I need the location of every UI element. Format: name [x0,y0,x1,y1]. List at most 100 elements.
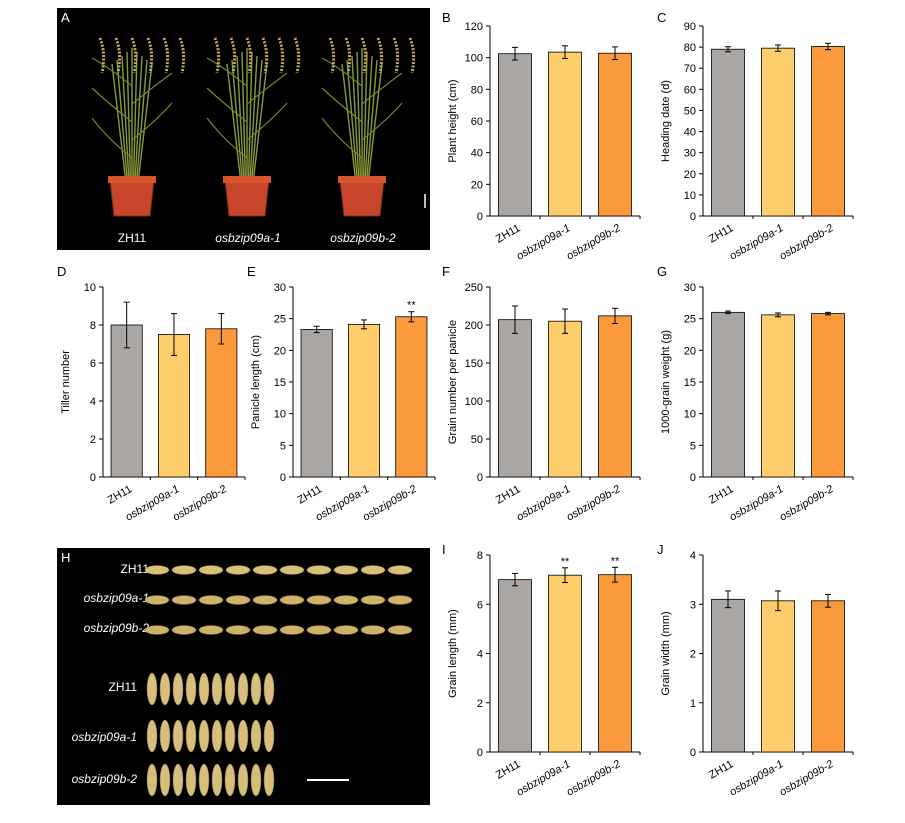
plant-stem [341,63,357,184]
panel-letter: B [442,10,451,25]
bar-osbzip09a-1 [761,47,795,217]
plant-leaf [206,57,248,87]
panel-letter: D [57,264,66,279]
plant-stem [249,55,258,184]
panel-letter: J [657,542,664,557]
grain-lengthwise [144,595,170,605]
y-tick-label: 0 [280,472,286,484]
plant-pot-rim [338,176,386,183]
plant-panicle [328,37,336,74]
y-tick-label: 30 [274,282,286,294]
plant-stem [132,51,138,184]
grain-lengthwise [225,625,251,635]
grain-widthwise [263,672,275,706]
plant-stem [364,55,373,184]
y-axis-label: Tiller number [60,350,72,414]
grain-widthwise [224,672,236,706]
y-tick-label: 0 [90,472,96,484]
grain-lengthwise [198,565,224,575]
category-label: osbzip09b-2 [361,483,419,523]
category-label: osbzip09b-2 [778,758,836,798]
grain-widthwise [237,763,249,797]
y-tick-label: 1 [690,698,696,710]
plant-panicle [277,37,285,74]
significance-marker: ** [561,556,570,568]
grain-lengthwise [333,595,359,605]
pot-label-a1: osbzip09a-1 [215,231,281,245]
grain-lengthwise [225,595,251,605]
plant-panicle [213,37,221,74]
grain-lengthwise [387,565,413,575]
y-tick-label: 0 [477,747,483,759]
plant-panicle [98,37,106,74]
category-label: osbzip09a-1 [515,222,573,262]
y-tick-label: 60 [471,116,483,128]
category-label: osbzip09a-1 [728,222,786,262]
panel-letter: C [657,10,666,25]
plant-stem [126,51,132,184]
bar-zh11 [711,311,745,478]
plant-pot [224,179,270,217]
significance-marker: ** [407,300,416,312]
y-tick-label: 20 [684,169,696,181]
pot-label-b2: osbzip09b-2 [330,231,396,245]
y-axis-label: Plant height (cm) [447,79,459,162]
grain-widthwise [159,672,171,706]
category-label: ZH11 [494,222,523,245]
y-tick-label: 50 [471,434,483,446]
grain-row-label-a1: osbzip09a-1 [83,591,149,605]
y-tick-label: 2 [690,649,696,661]
grain-lengthwise [225,565,251,575]
grain-lengthwise [333,565,359,575]
bar-osbzip09a-1 [157,334,191,478]
category-label: osbzip09a-1 [728,758,786,798]
plant-stem [226,63,242,184]
grain-lengthwise [171,565,197,575]
grain-widthwise [185,719,197,753]
grain-lengthwise [144,625,170,635]
bar-osbzip09b-2 [811,46,845,217]
bar-osbzip09b-2 [811,313,845,478]
plant-stem [356,51,362,184]
bar-zh11 [711,598,745,753]
category-label: osbzip09b-2 [171,483,229,523]
plant-stem [367,63,383,184]
y-tick-label: 6 [477,599,483,611]
grain-width-label-zh11: ZH11 [108,680,137,694]
grain-width-label-b2: osbzip09b-2 [71,772,137,786]
plant-leaf [131,102,173,141]
plant-leaf [321,57,363,87]
y-axis-label: Grain number per panicle [447,320,459,444]
category-label: osbzip09b-2 [778,222,836,262]
y-tick-label: 20 [684,345,696,357]
bar-osbzip09a-1 [761,314,795,478]
chart-grain-number: F Grain number per panicle 0 50 100 150 200 250… [442,264,641,524]
grain-widthwise [185,672,197,706]
y-tick-label: 8 [90,320,96,332]
grain-lengthwise [171,595,197,605]
chart-grain-width: J Grain width (mm) 0 1 2 3 4 ZH11osbzip09a-1osb… [657,542,854,799]
y-tick-label: 80 [684,42,696,54]
y-tick-label: 60 [684,84,696,96]
y-tick-label: 250 [465,282,483,294]
panel-letter: I [442,542,446,557]
plant-leaf [91,117,133,159]
grain-widthwise [159,719,171,753]
grain-lengthwise [198,625,224,635]
category-label: osbzip09b-2 [565,758,623,798]
plant-stem [351,55,360,184]
plant-stem [231,59,244,184]
grain-widthwise [250,763,262,797]
plant-leaf [131,72,173,105]
bar-osbzip09a-1 [548,320,582,478]
plant-stem [252,63,268,184]
grain-widthwise [198,719,210,753]
plant-panicle [178,37,186,74]
grain-widthwise [237,719,249,753]
grain-widthwise [211,763,223,797]
y-tick-label: 100 [465,396,483,408]
y-tick-label: 6 [90,358,96,370]
category-label: osbzip09a-1 [728,483,786,523]
bar-osbzip09b-2 [811,600,845,753]
